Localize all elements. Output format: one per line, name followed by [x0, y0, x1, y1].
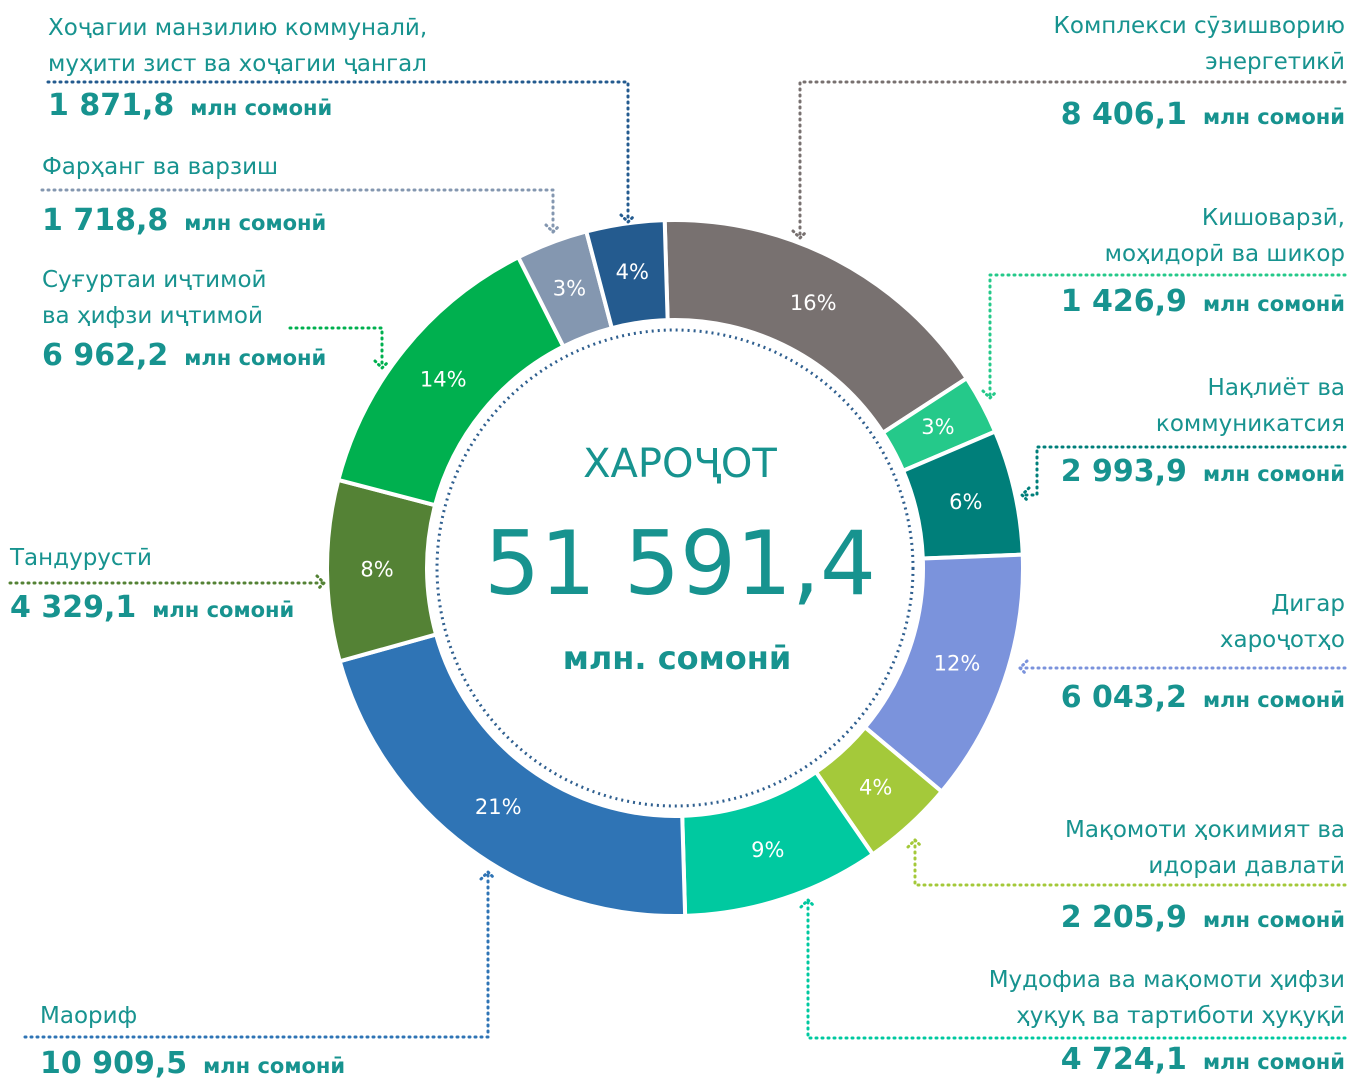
unit-label: млн сомонӣ	[184, 211, 327, 235]
value-row: 4 329,1 млн сомонӣ	[10, 588, 294, 630]
arrowhead	[619, 213, 637, 225]
connector	[913, 838, 1347, 887]
unit-label: млн сомонӣ	[1202, 688, 1345, 712]
category-label: Тандурустӣ	[10, 545, 152, 571]
category-label: Нақлиёт ва коммуникатсия	[1155, 375, 1345, 437]
value-row: 2 993,9 млн сомонӣ	[1061, 452, 1345, 494]
percent-label: 6%	[949, 490, 982, 514]
value-label: 4 724,1	[1060, 1042, 1187, 1077]
center-title: ХАРОҶОТ	[583, 441, 777, 487]
segment	[662, 218, 970, 436]
value-row: 10 909,5 млн сомонӣ	[40, 1044, 345, 1086]
arrowhead	[791, 229, 809, 241]
percent-label: 9%	[751, 838, 784, 862]
category-label: Фарҳанг ва варзиш	[42, 154, 279, 180]
unit-label: млн сомонӣ	[1202, 462, 1345, 486]
value-label: 1 871,8	[48, 88, 175, 123]
unit-label: млн сомонӣ	[152, 598, 295, 622]
unit-label: млн сомонӣ	[1202, 908, 1345, 932]
connector	[46, 80, 630, 224]
connector	[806, 898, 1347, 1040]
category-label: Хоҷагии манзилию коммуналӣ, муҳити зист …	[48, 15, 428, 77]
arrowhead	[315, 574, 327, 592]
value-label: 6 043,2	[1060, 680, 1187, 715]
percent-label: 16%	[790, 291, 837, 315]
value-row: 6 962,2 млн сомонӣ	[42, 336, 326, 378]
percent-label: 4%	[859, 775, 892, 799]
connector	[288, 326, 384, 370]
unit-label: млн сомонӣ	[1202, 105, 1345, 129]
total: 51 591,4	[484, 512, 876, 615]
percent-label: 12%	[934, 651, 981, 675]
percent-label: 3%	[921, 415, 954, 439]
unit-label: млн сомонӣ	[184, 346, 327, 370]
value-row: 1 426,9 млн сомонӣ	[1061, 282, 1345, 324]
value-row: 2 205,9 млн сомонӣ	[1061, 898, 1345, 940]
percent-label: 4%	[616, 260, 649, 284]
arrowhead	[799, 897, 817, 909]
connector	[798, 80, 1347, 240]
percent-label: 3%	[553, 276, 586, 300]
inner-ring	[435, 328, 915, 808]
value-label: 2 205,9	[1060, 900, 1187, 935]
unit-label: млн сомонӣ	[203, 1054, 346, 1078]
percent-label: 21%	[475, 795, 522, 819]
category-label: Комплекси сӯзишворию энергетикӣ	[1053, 13, 1345, 75]
value-row: 1 718,8 млн сомонӣ	[42, 201, 326, 243]
arrowhead	[1017, 659, 1029, 677]
category-label: Дигар хароҷотҳо	[1219, 591, 1345, 653]
connector	[40, 188, 555, 234]
connector	[988, 273, 1347, 400]
percent-label: 8%	[360, 557, 393, 581]
connector	[1020, 445, 1347, 497]
value-label: 1 718,8	[42, 203, 169, 238]
value-label: 6 962,2	[42, 338, 169, 373]
arrowhead	[373, 359, 391, 371]
category-label: Маориф	[40, 1003, 138, 1029]
connector	[23, 870, 490, 1039]
segment	[583, 218, 670, 331]
total-unit: млн. сомонӣ	[563, 639, 792, 677]
unit-label: млн сомонӣ	[1202, 1050, 1345, 1074]
value-label: 8 406,1	[1060, 97, 1187, 132]
value-label: 4 329,1	[10, 590, 137, 625]
value-row: 6 043,2 млн сомонӣ	[1061, 678, 1345, 720]
category-label: Кишоварзӣ, моҳидорӣ ва шикор	[1104, 205, 1345, 267]
percent-label: 14%	[420, 368, 467, 392]
arrowhead	[981, 389, 999, 401]
arrowhead	[906, 837, 924, 849]
value-label: 10 909,5	[40, 1046, 188, 1081]
value-row: 8 406,1 млн сомонӣ	[1061, 95, 1345, 137]
unit-label: млн сомонӣ	[190, 96, 333, 120]
unit-label: млн сомонӣ	[1202, 292, 1345, 316]
category-label: Мақомоти ҳокимият ва идораи давлатӣ	[1065, 817, 1345, 879]
value-label: 2 993,9	[1060, 454, 1187, 489]
arrowhead	[479, 869, 497, 881]
category-label: Мудофиа ва мақомоти ҳифзи ҳуқуқ ва тарти…	[988, 967, 1345, 1029]
value-row: 4 724,1 млн сомонӣ	[1061, 1040, 1345, 1082]
value-row: 1 871,8 млн сомонӣ	[48, 86, 332, 128]
arrowhead	[544, 223, 562, 235]
arrowhead	[1019, 486, 1031, 504]
value-label: 1 426,9	[1060, 284, 1187, 319]
category-label: Суғуртаи иҷтимоӣ ва ҳифзи иҷтимоӣ	[42, 267, 267, 329]
